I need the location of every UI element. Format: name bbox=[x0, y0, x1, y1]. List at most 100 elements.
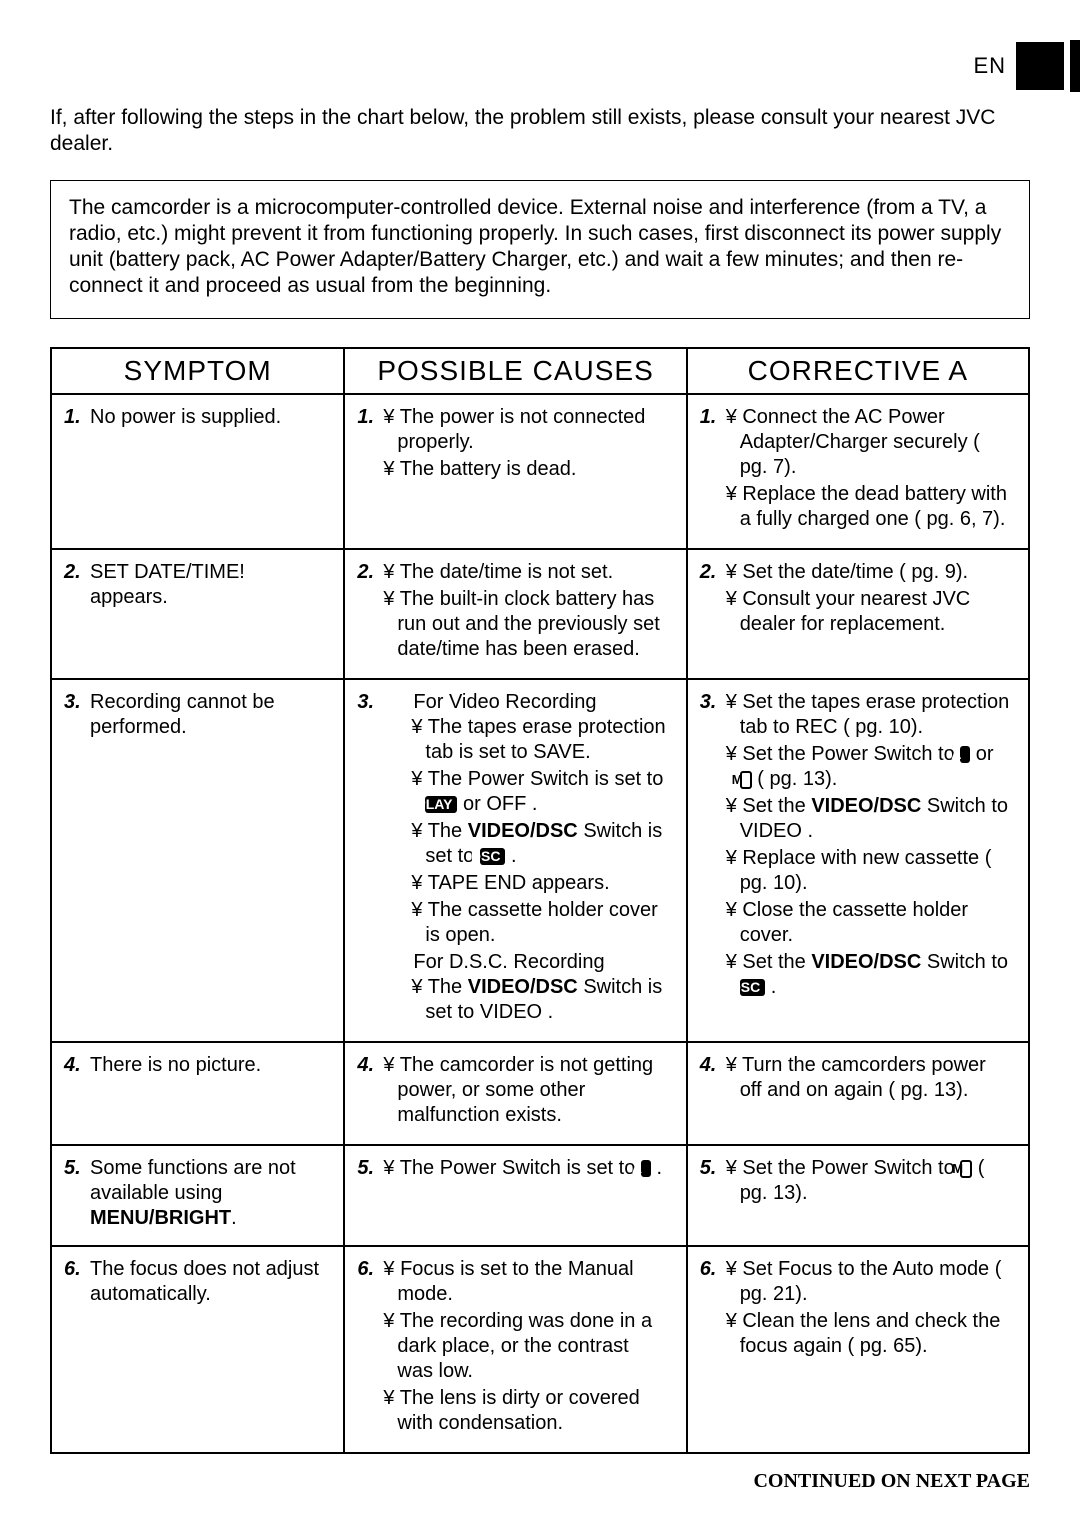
symptom-text: Recording cannot be performed. bbox=[90, 690, 325, 740]
causes-content: ¥ Focus is set to the Manual mode.¥ The … bbox=[383, 1257, 667, 1438]
action-item: ¥ Replace with new cassette ( pg. 10). bbox=[726, 846, 1010, 896]
symptom-cell: 1.No power is supplied. bbox=[51, 394, 344, 549]
actions-content: ¥ Set the date/time ( pg. 9).¥ Consult y… bbox=[726, 560, 1010, 639]
en-label: EN bbox=[973, 53, 1006, 79]
cause-item: ¥ The built-in clock battery has run out… bbox=[383, 587, 667, 662]
action-item: ¥ Set the VIDEO/DSC Switch to VIDEO . bbox=[726, 794, 1010, 844]
causes-cell: 4.¥ The camcorder is not getting power, … bbox=[344, 1042, 686, 1145]
table-row: 4.There is no picture.4.¥ The camcorder … bbox=[51, 1042, 1029, 1145]
action-cell: 3.¥ Set the tapes erase protection tab t… bbox=[687, 679, 1029, 1042]
row-number: 1. bbox=[700, 405, 726, 430]
symptom-text: No power is supplied. bbox=[90, 405, 325, 430]
row-number: 2. bbox=[64, 560, 90, 585]
header-corner: EN bbox=[973, 40, 1080, 92]
row-number: 1. bbox=[357, 405, 383, 430]
row-number: 1. bbox=[64, 405, 90, 430]
cause-item: ¥ The cassette holder cover is open. bbox=[411, 898, 667, 948]
row-number: 6. bbox=[357, 1257, 383, 1282]
action-item: ¥ Connect the AC Power Adapter/Charger s… bbox=[726, 405, 1010, 480]
col-causes: POSSIBLE CAUSES bbox=[344, 348, 686, 394]
causes-content: ¥ The Power Switch is set to A . bbox=[383, 1156, 667, 1183]
actions-content: ¥ Set Focus to the Auto mode ( pg. 21).¥… bbox=[726, 1257, 1010, 1361]
cause-item: ¥ The power is not connected properly. bbox=[383, 405, 667, 455]
action-item: ¥ Set the Power Switch to M ( pg. 13). bbox=[726, 1156, 1010, 1206]
row-number: 4. bbox=[64, 1053, 90, 1078]
symptom-text: There is no picture. bbox=[90, 1053, 325, 1078]
table-row: 3.Recording cannot be performed.3.For Vi… bbox=[51, 679, 1029, 1042]
action-item: ¥ Close the cassette holder cover. bbox=[726, 898, 1010, 948]
row-number: 2. bbox=[700, 560, 726, 585]
troubleshoot-table: SYMPTOM POSSIBLE CAUSES CORRECTIVE A 1.N… bbox=[50, 347, 1030, 1454]
action-cell: 6.¥ Set Focus to the Auto mode ( pg. 21)… bbox=[687, 1246, 1029, 1453]
causes-content: ¥ The power is not connected properly.¥ … bbox=[383, 405, 667, 484]
row-number: 5. bbox=[700, 1156, 726, 1181]
cause-item: ¥ The battery is dead. bbox=[383, 457, 667, 482]
causes-content: ¥ The date/time is not set.¥ The built-i… bbox=[383, 560, 667, 664]
row-number: 5. bbox=[357, 1156, 383, 1181]
cause-item: ¥ The VIDEO/DSC Switch is set to VIDEO . bbox=[411, 975, 667, 1025]
table-row: 6.The focus does not adjust automaticall… bbox=[51, 1246, 1029, 1453]
symptom-cell: 2.SET DATE/TIME! appears. bbox=[51, 549, 344, 679]
continued-footer: CONTINUED ON NEXT PAGE bbox=[50, 1470, 1030, 1493]
action-cell: 1.¥ Connect the AC Power Adapter/Charger… bbox=[687, 394, 1029, 549]
table-row: 5.Some functions are not available using… bbox=[51, 1145, 1029, 1246]
symptom-text: Some functions are not available using M… bbox=[90, 1156, 325, 1231]
action-cell: 2.¥ Set the date/time ( pg. 9).¥ Consult… bbox=[687, 549, 1029, 679]
action-item: ¥ Consult your nearest JVC dealer for re… bbox=[726, 587, 1010, 637]
causes-content: For Video Recording¥ The tapes erase pro… bbox=[383, 690, 667, 1027]
symptom-cell: 4.There is no picture. bbox=[51, 1042, 344, 1145]
row-number: 2. bbox=[357, 560, 383, 585]
action-item: ¥ Replace the dead battery with a fully … bbox=[726, 482, 1010, 532]
cause-item: ¥ Focus is set to the Manual mode. bbox=[383, 1257, 667, 1307]
row-number: 3. bbox=[64, 690, 90, 715]
row-number: 6. bbox=[64, 1257, 90, 1282]
row-number: 6. bbox=[700, 1257, 726, 1282]
row-number: 3. bbox=[357, 690, 383, 715]
cause-item: ¥ The date/time is not set. bbox=[383, 560, 667, 585]
causes-cell: 3.For Video Recording¥ The tapes erase p… bbox=[344, 679, 686, 1042]
table-row: 1.No power is supplied.1.¥ The power is … bbox=[51, 394, 1029, 549]
symptom-cell: 5.Some functions are not available using… bbox=[51, 1145, 344, 1246]
cause-item: ¥ The Power Switch is set to PLAY or OFF… bbox=[411, 767, 667, 817]
cause-item: ¥ The VIDEO/DSC Switch is set to DSC . bbox=[411, 819, 667, 869]
action-item: ¥ Set the VIDEO/DSC Switch to DSC . bbox=[726, 950, 1010, 1000]
action-item: ¥ Set the tapes erase protection tab to … bbox=[726, 690, 1010, 740]
causes-content: ¥ The camcorder is not getting power, or… bbox=[383, 1053, 667, 1130]
row-number: 3. bbox=[700, 690, 726, 715]
table-row: 2.SET DATE/TIME! appears.2.¥ The date/ti… bbox=[51, 549, 1029, 679]
row-number: 5. bbox=[64, 1156, 90, 1181]
action-item: ¥ Turn the camcorders power off and on a… bbox=[726, 1053, 1010, 1103]
action-item: ¥ Set the date/time ( pg. 9). bbox=[726, 560, 1010, 585]
symptom-cell: 6.The focus does not adjust automaticall… bbox=[51, 1246, 344, 1453]
causes-cell: 1.¥ The power is not connected properly.… bbox=[344, 394, 686, 549]
symptom-cell: 3.Recording cannot be performed. bbox=[51, 679, 344, 1042]
cause-item: ¥ TAPE END appears. bbox=[411, 871, 667, 896]
actions-content: ¥ Set the tapes erase protection tab to … bbox=[726, 690, 1010, 1002]
actions-content: ¥ Set the Power Switch to M ( pg. 13). bbox=[726, 1156, 1010, 1208]
row-number: 4. bbox=[700, 1053, 726, 1078]
symptom-text: SET DATE/TIME! appears. bbox=[90, 560, 325, 610]
cause-subtitle: For Video Recording bbox=[383, 690, 667, 715]
note-box: The camcorder is a microcomputer-control… bbox=[50, 180, 1030, 319]
corner-box-icon bbox=[1016, 42, 1064, 90]
causes-cell: 2.¥ The date/time is not set.¥ The built… bbox=[344, 549, 686, 679]
actions-content: ¥ Turn the camcorders power off and on a… bbox=[726, 1053, 1010, 1105]
intro-text: If, after following the steps in the cha… bbox=[50, 105, 1030, 158]
cause-item: ¥ The tapes erase protection tab is set … bbox=[411, 715, 667, 765]
action-item: ¥ Set the Power Switch to A or M ( pg. 1… bbox=[726, 742, 1010, 792]
cause-item: ¥ The camcorder is not getting power, or… bbox=[383, 1053, 667, 1128]
row-number: 4. bbox=[357, 1053, 383, 1078]
action-cell: 4.¥ Turn the camcorders power off and on… bbox=[687, 1042, 1029, 1145]
col-symptom: SYMPTOM bbox=[51, 348, 344, 394]
action-item: ¥ Set Focus to the Auto mode ( pg. 21). bbox=[726, 1257, 1010, 1307]
col-action: CORRECTIVE A bbox=[687, 348, 1029, 394]
causes-cell: 6.¥ Focus is set to the Manual mode.¥ Th… bbox=[344, 1246, 686, 1453]
actions-content: ¥ Connect the AC Power Adapter/Charger s… bbox=[726, 405, 1010, 534]
action-item: ¥ Clean the lens and check the focus aga… bbox=[726, 1309, 1010, 1359]
corner-bar-icon bbox=[1070, 40, 1080, 92]
action-cell: 5.¥ Set the Power Switch to M ( pg. 13). bbox=[687, 1145, 1029, 1246]
causes-cell: 5.¥ The Power Switch is set to A . bbox=[344, 1145, 686, 1246]
cause-item: ¥ The recording was done in a dark place… bbox=[383, 1309, 667, 1384]
cause-item: ¥ The lens is dirty or covered with cond… bbox=[383, 1386, 667, 1436]
cause-item: ¥ The Power Switch is set to A . bbox=[383, 1156, 667, 1181]
